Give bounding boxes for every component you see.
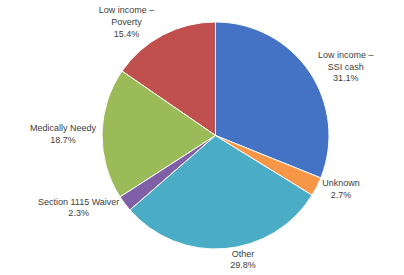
svg-text:Medically Needy18.7%: Medically Needy18.7% — [30, 123, 97, 145]
svg-text:Section 1115 Waiver2.3%: Section 1115 Waiver2.3% — [38, 197, 119, 219]
svg-text:Unknown2.7%: Unknown2.7% — [322, 178, 360, 200]
svg-text:Low income –SSI cash31.1%: Low income –SSI cash31.1% — [318, 50, 374, 83]
svg-text:Low income –Poverty15.4%: Low income –Poverty15.4% — [99, 5, 155, 38]
svg-text:Other29.8%: Other29.8% — [230, 249, 256, 271]
